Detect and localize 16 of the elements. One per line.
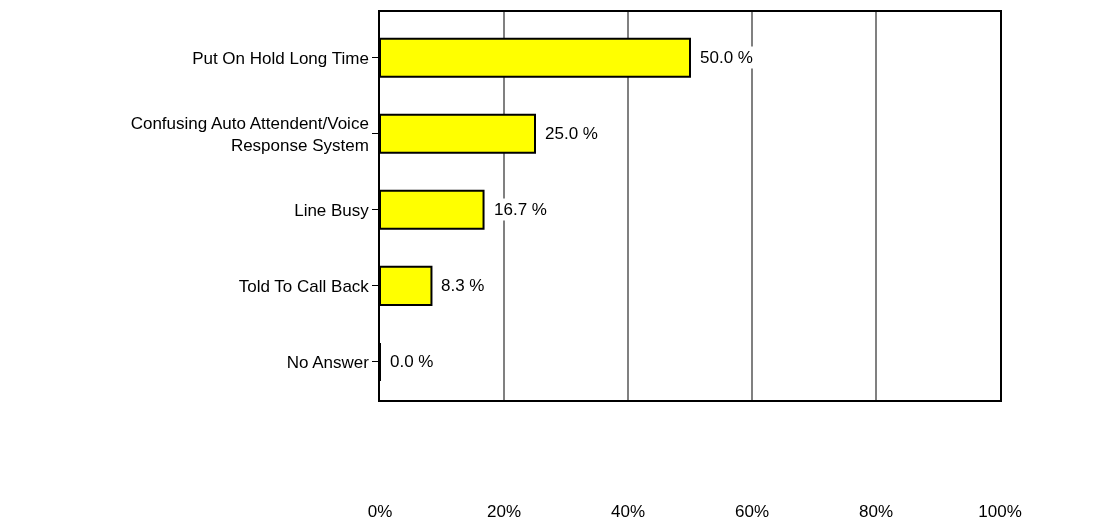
- y-tick-label: Line Busy: [294, 200, 370, 220]
- data-label: 50.0 %: [700, 48, 753, 67]
- y-tick-label: No Answer: [286, 352, 370, 372]
- x-tick-label: 20%: [486, 502, 522, 522]
- data-label: 8.3 %: [441, 276, 485, 295]
- data-label: 0.0 %: [390, 352, 434, 371]
- data-label: 16.7 %: [494, 200, 547, 219]
- y-tick-label: Told To Call Back: [238, 276, 370, 296]
- y-tick-label: Confusing Auto Attendent/Voice Response System: [130, 113, 369, 155]
- x-tick-label: 100%: [978, 502, 1022, 522]
- x-tick-label: 40%: [610, 502, 646, 522]
- x-tick-label: 0%: [367, 502, 393, 522]
- x-tick-label: 60%: [734, 502, 770, 522]
- y-tick-label: Put On Hold Long Time: [192, 48, 369, 68]
- x-tick-label: 80%: [858, 502, 894, 522]
- data-label: 25.0 %: [545, 124, 598, 143]
